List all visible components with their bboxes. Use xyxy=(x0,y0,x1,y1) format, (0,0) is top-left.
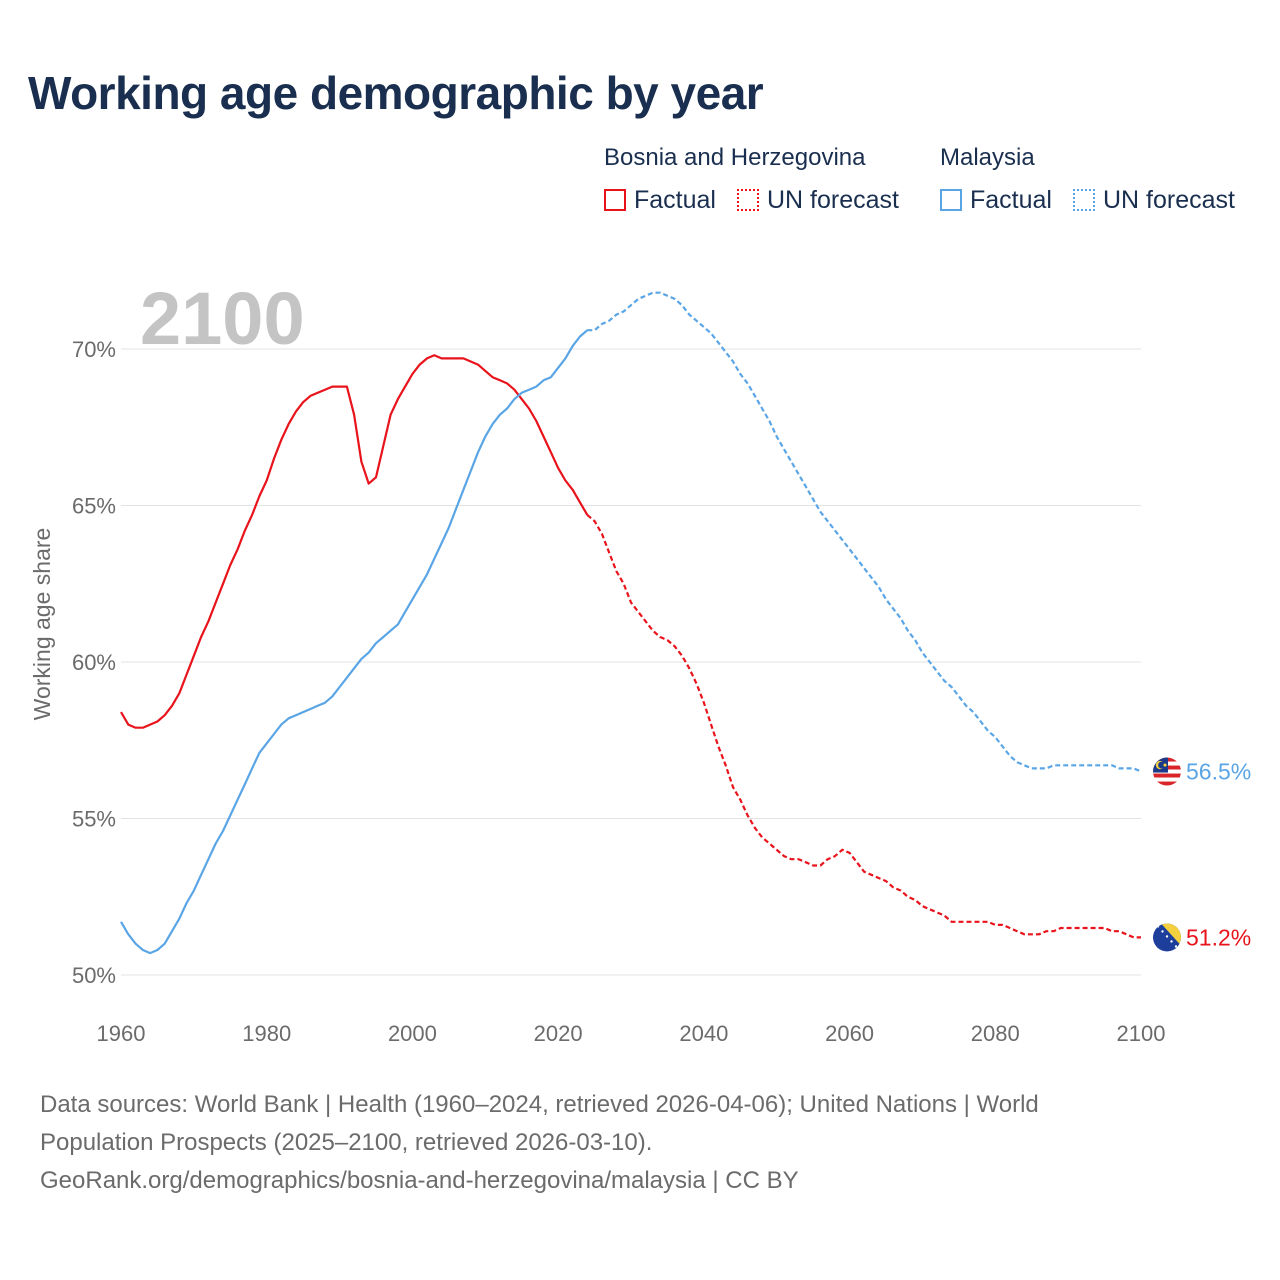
chart-title: Working age demographic by year xyxy=(28,67,764,119)
x-tick-label: 2060 xyxy=(825,1021,874,1046)
legend-swatch-solid-blue xyxy=(940,189,962,211)
legend-title-bosnia: Bosnia and Herzegovina xyxy=(604,144,866,171)
flag-star xyxy=(1161,930,1164,933)
y-tick-label: 70% xyxy=(72,337,116,362)
bosnia-flag-icon xyxy=(1153,923,1181,952)
legend-malaysia-factual[interactable]: Factual xyxy=(940,186,1052,214)
data-sources-footer: Data sources: World Bank | Health (1960–… xyxy=(40,1086,1190,1200)
legend-label: Factual xyxy=(970,185,1052,214)
x-tick-label: 1980 xyxy=(242,1021,291,1046)
legend-malaysia-forecast[interactable]: UN forecast xyxy=(1073,186,1235,214)
flag-stripe xyxy=(1153,781,1181,786)
series-end-label: 56.5% xyxy=(1186,759,1251,785)
x-tick-label: 2100 xyxy=(1117,1021,1166,1046)
series-line-forecast-1 xyxy=(587,291,1142,773)
legend-label: UN forecast xyxy=(1103,185,1235,214)
legend-bosnia-factual[interactable]: Factual xyxy=(604,186,716,214)
flag-stripe xyxy=(1153,777,1181,782)
line-chart: 2100 50% 55% 60% 65% 70% 1960 1980 2000 2020 2040 2… xyxy=(29,277,1251,1046)
y-tick-label: 60% xyxy=(72,650,116,675)
series-line-factual-1 xyxy=(120,329,589,955)
series-line-factual-0 xyxy=(120,354,589,729)
legend-swatch-dotted-red xyxy=(737,189,759,211)
footer-line-2: Population Prospects (2025–2100, retriev… xyxy=(40,1129,653,1156)
x-tick-label: 2000 xyxy=(388,1021,437,1046)
y-tick-label: 50% xyxy=(72,963,116,988)
x-tick-label: 2020 xyxy=(534,1021,583,1046)
series-line-forecast-0 xyxy=(586,514,1141,939)
flag-triangle xyxy=(1161,923,1181,946)
flag-star xyxy=(1170,940,1173,943)
x-tick-label: 2040 xyxy=(679,1021,728,1046)
flag-star xyxy=(1165,935,1169,938)
legend-swatch-dotted-blue xyxy=(1073,189,1095,211)
legend-swatch-solid-red xyxy=(604,189,626,211)
year-label: 2100 xyxy=(140,277,305,360)
flag-star xyxy=(1174,945,1178,948)
x-tick-label: 1960 xyxy=(97,1021,146,1046)
flag-body xyxy=(1153,923,1181,952)
flag-crescent-cut xyxy=(1158,761,1165,769)
flag-star xyxy=(1156,925,1160,928)
legend-label: Factual xyxy=(634,185,716,214)
series-end-label: 51.2% xyxy=(1186,924,1251,950)
footer-line-3[interactable]: GeoRank.org/demographics/bosnia-and-herz… xyxy=(40,1167,799,1194)
y-tick-label: 55% xyxy=(72,807,116,832)
footer-line-1: Data sources: World Bank | Health (1960–… xyxy=(40,1091,1039,1118)
malaysia-flag-icon xyxy=(1153,757,1181,786)
legend-title-malaysia: Malaysia xyxy=(940,144,1035,171)
flag-star xyxy=(1163,763,1167,767)
x-tick-label: 2080 xyxy=(971,1021,1020,1046)
legend-label: UN forecast xyxy=(767,185,899,214)
y-tick-label: 65% xyxy=(72,494,116,519)
y-axis-label: Working age share xyxy=(29,528,55,721)
flag-body xyxy=(1153,757,1181,786)
flag-stripe xyxy=(1153,773,1181,778)
legend-bosnia-forecast[interactable]: UN forecast xyxy=(737,186,899,214)
